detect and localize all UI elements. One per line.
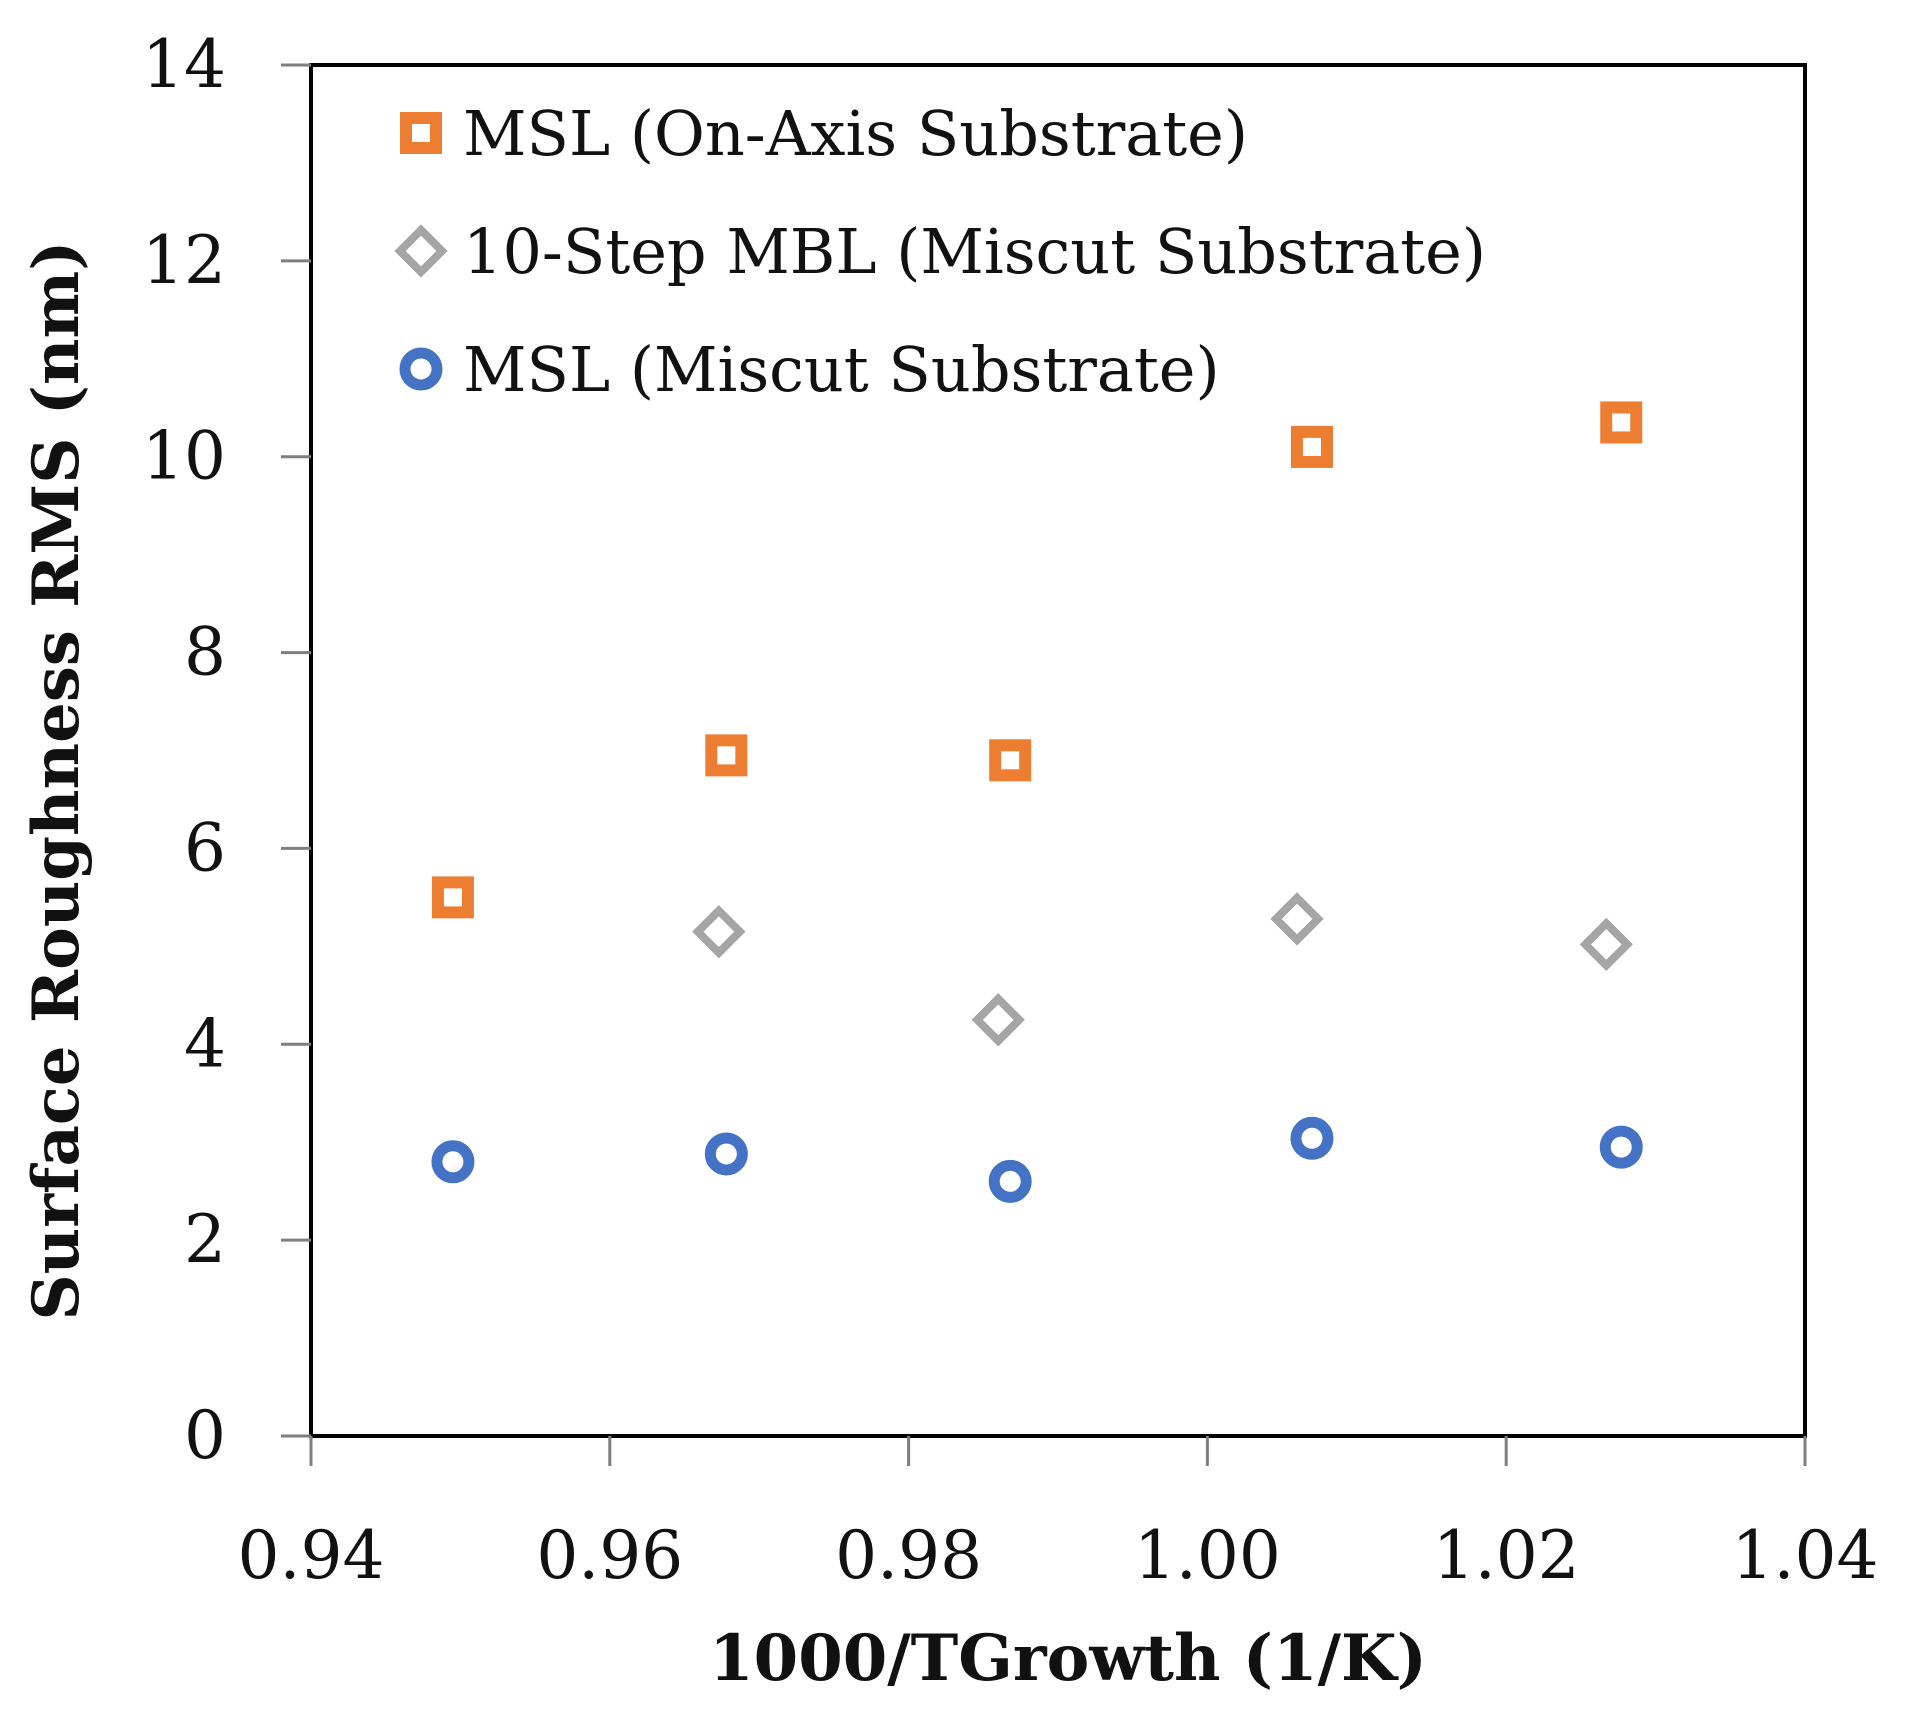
y-tick-label: 8 [184,614,226,691]
data-point-diamond [971,993,1025,1047]
data-point-circle [431,1140,475,1184]
y-tick-label: 0 [184,1397,226,1474]
data-point-circle [988,1159,1032,1203]
legend-entry: MSL (Miscut Substrate) [399,333,1220,406]
x-axis-title: 1000/TGrowth (1/K) [709,1621,1427,1696]
x-tick-label: 0.96 [536,1517,683,1594]
legend-label: MSL (On-Axis Substrate) [463,97,1248,170]
data-point-square [989,739,1032,782]
y-axis-title: Surface Roughness RMS (nm) [19,240,94,1320]
data-point-diamond [692,905,746,959]
legend-marker-square [400,112,442,154]
data-point-diamond [1270,892,1324,946]
axes: 0 2 4 6 8 10 12 14 0.94 0.96 0.98 1.00 1.02 1.04 [142,26,1878,1594]
y-tick-label: 4 [184,1005,226,1082]
data-point-square [1290,425,1333,468]
y-tick-label: 10 [142,418,226,495]
data-point-square [705,734,748,777]
data-point-diamond [1579,917,1633,972]
data-marks [431,401,1643,1203]
series-circle [431,1116,1643,1203]
x-tick-label: 0.94 [238,1517,385,1594]
series-square [431,401,1643,919]
x-tick-label: 1.04 [1732,1517,1879,1594]
legend-entry: MSL (On-Axis Substrate) [400,97,1248,170]
data-point-square [1600,401,1643,444]
y-tick-label: 6 [184,809,226,886]
data-point-circle [704,1132,748,1176]
x-tick-label: 1.02 [1433,1517,1580,1594]
data-point-circle [1290,1116,1334,1160]
y-tick-label: 12 [142,222,226,299]
series-diamond [692,892,1633,1047]
x-tick-label: 1.00 [1134,1517,1281,1594]
y-tick-label: 14 [142,26,226,103]
legend-label: MSL (Miscut Substrate) [463,333,1220,406]
legend-entry: 10-Step MBL (Miscut Substrate) [394,215,1486,288]
y-tick-label: 2 [184,1201,226,1278]
legend-marker-diamond [394,224,448,278]
data-point-square [431,876,474,919]
legend-label: 10-Step MBL (Miscut Substrate) [463,215,1486,288]
plot-frame [309,63,1807,1438]
data-point-circle [1599,1125,1643,1169]
legend: MSL (On-Axis Substrate) 10-Step MBL (Misc… [394,97,1486,406]
x-tick-label: 0.98 [835,1517,982,1594]
legend-marker-circle [399,347,443,391]
